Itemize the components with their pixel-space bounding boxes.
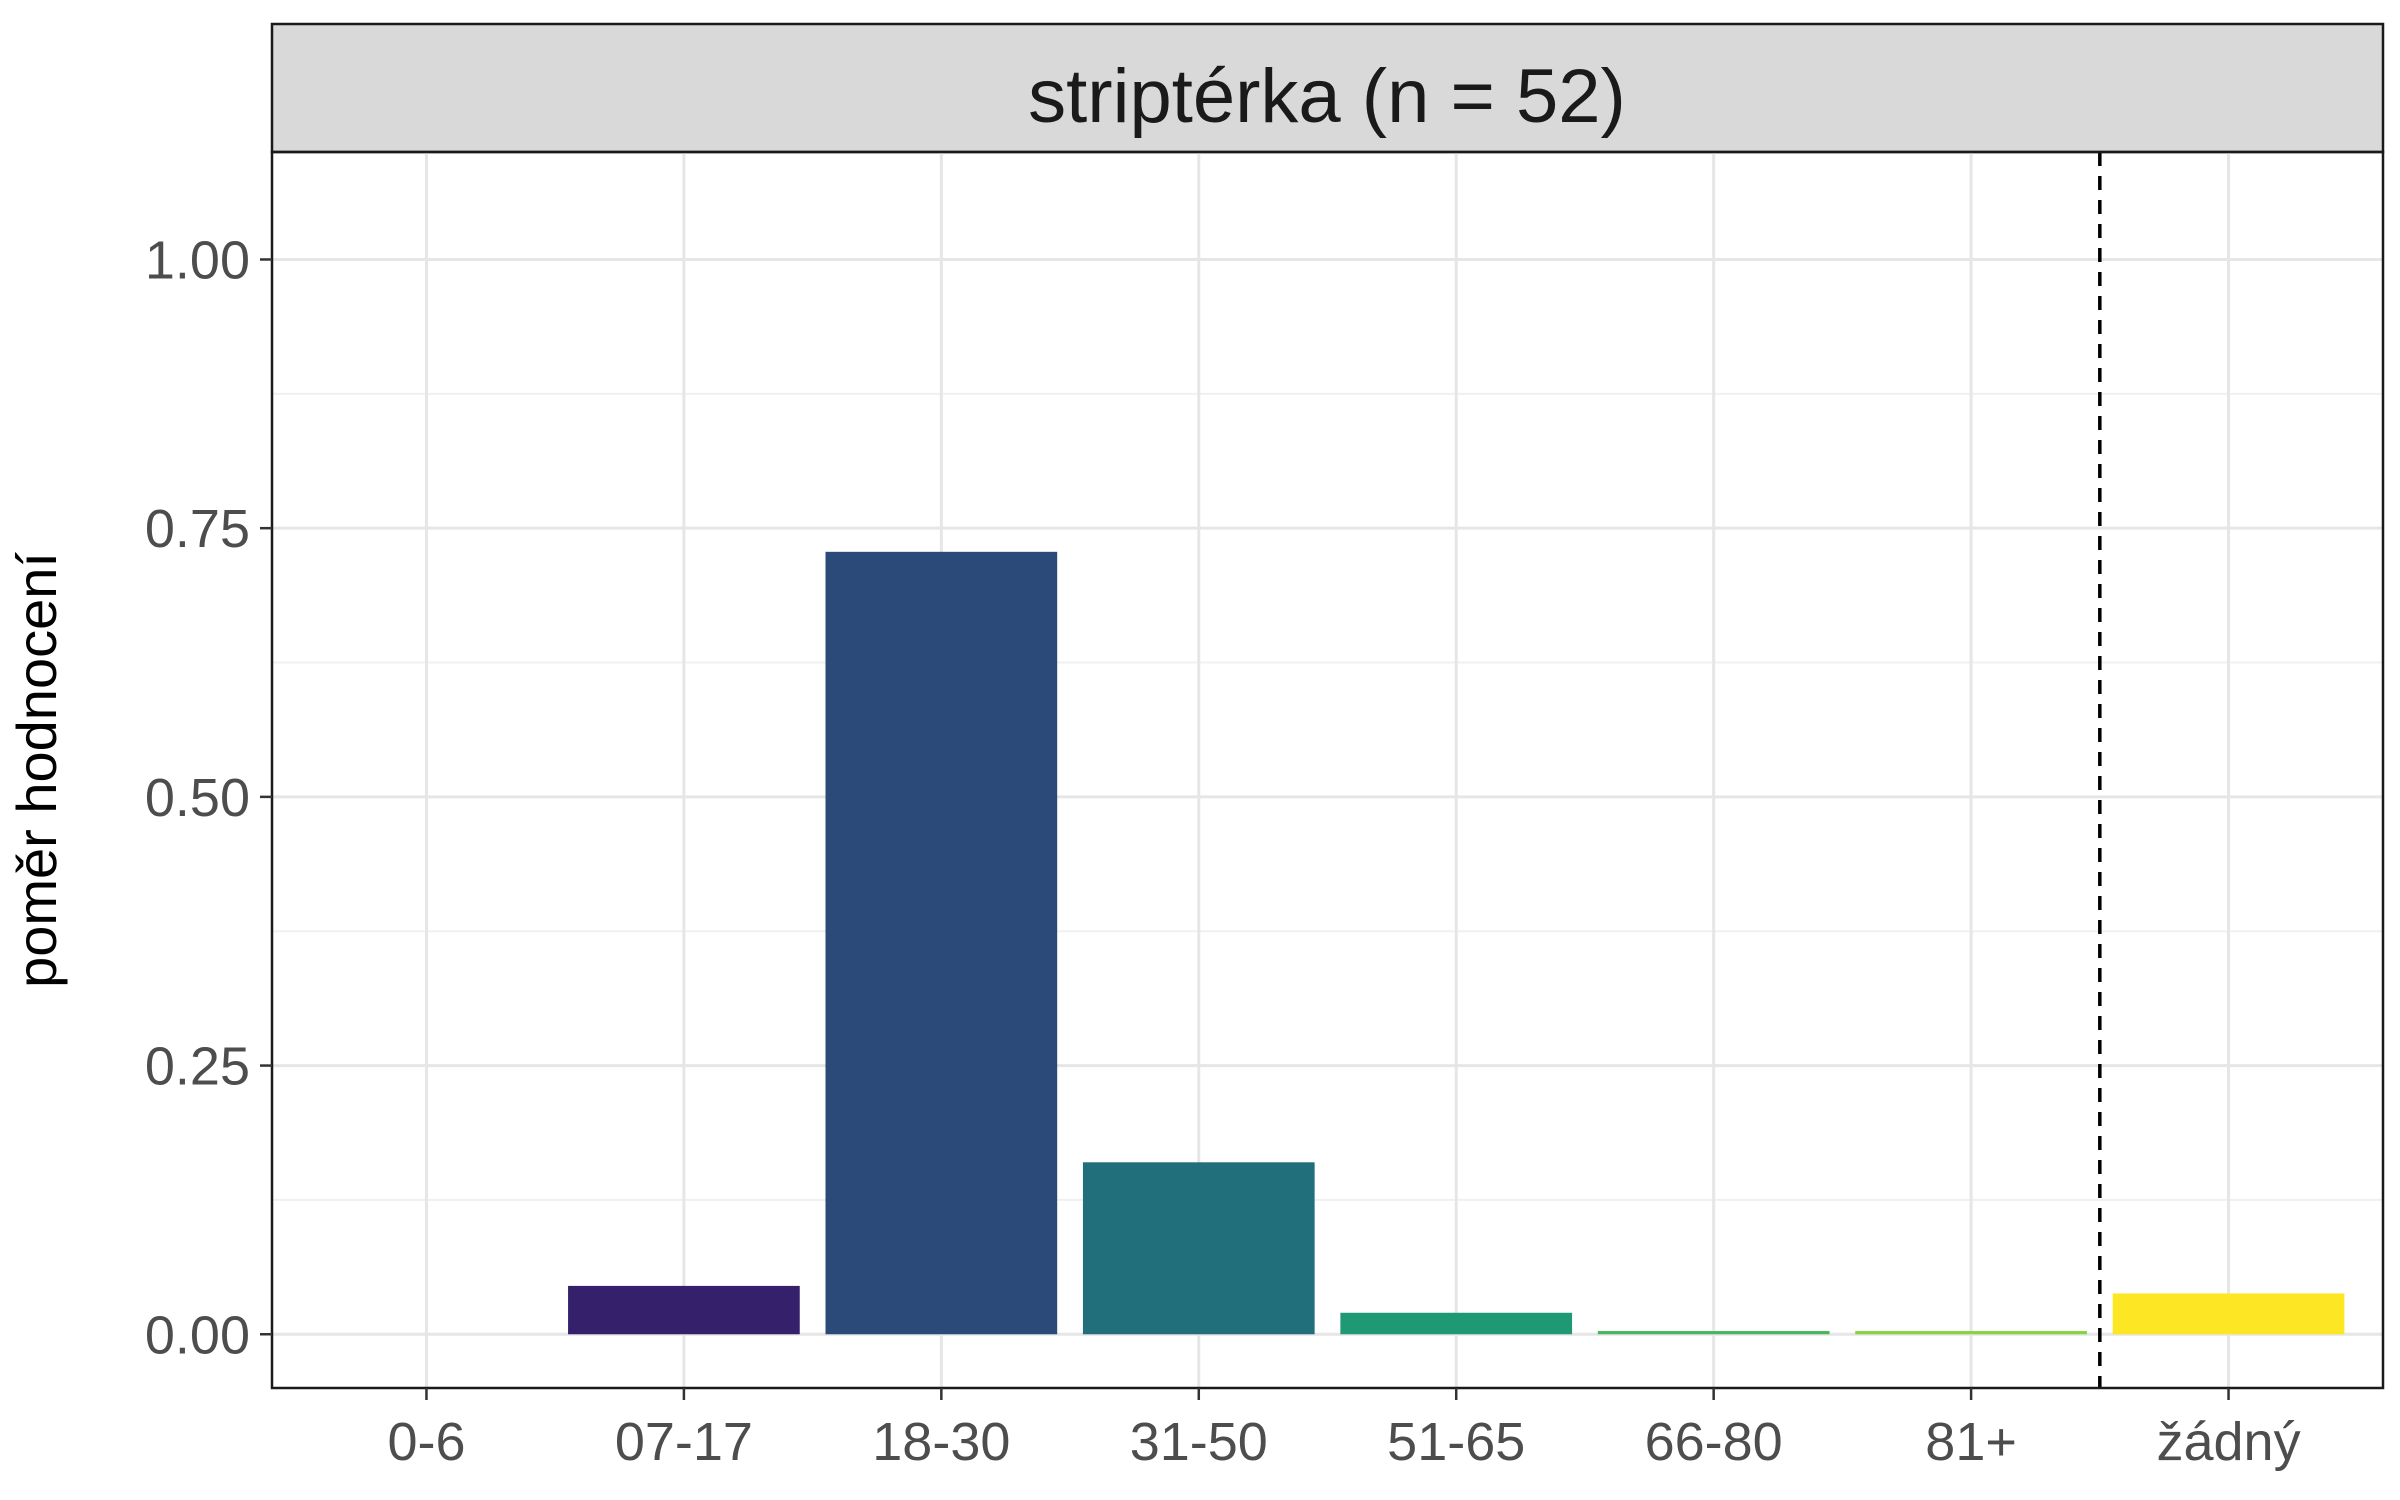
x-tick-label: 51-65 <box>1387 1412 1525 1472</box>
grid-minor <box>272 392 2383 1201</box>
x-tick-label: 0-6 <box>387 1412 465 1472</box>
x-tick-label: 18-30 <box>872 1412 1010 1472</box>
bar <box>1597 1331 1830 1335</box>
y-axis-title: poměr hodnocení <box>5 552 68 988</box>
plot-panel-border <box>270 150 2385 1390</box>
bar <box>825 551 1058 1335</box>
strip-background <box>270 22 2385 154</box>
bar <box>1340 1312 1573 1335</box>
x-axis: 0-6 07-17 18-30 31-50 51-65 66-80 81+ žádný <box>387 1388 2301 1472</box>
y-axis: 0.00 0.25 0.50 0.75 1.00 <box>145 230 272 1365</box>
facet-title: striptérka (n = 52) <box>1028 54 1626 139</box>
bar <box>1082 1162 1315 1335</box>
bars <box>568 551 2345 1335</box>
x-tick-label: 81+ <box>1925 1412 2017 1472</box>
y-tick-label: 0.75 <box>145 499 250 559</box>
x-tick-label: 66-80 <box>1645 1412 1783 1472</box>
y-tick-label: 0.50 <box>145 768 250 828</box>
x-tick-label: žádný <box>2156 1412 2300 1472</box>
x-tick-label: 07-17 <box>615 1412 753 1472</box>
bar <box>1855 1331 2087 1335</box>
bar <box>2112 1293 2345 1335</box>
y-tick-label: 0.25 <box>145 1037 250 1097</box>
y-tick-label: 0.00 <box>145 1305 250 1365</box>
y-tick-label: 1.00 <box>145 230 250 290</box>
grid-major <box>272 152 2383 1388</box>
bar <box>568 1285 800 1335</box>
x-tick-label: 31-50 <box>1130 1412 1268 1472</box>
